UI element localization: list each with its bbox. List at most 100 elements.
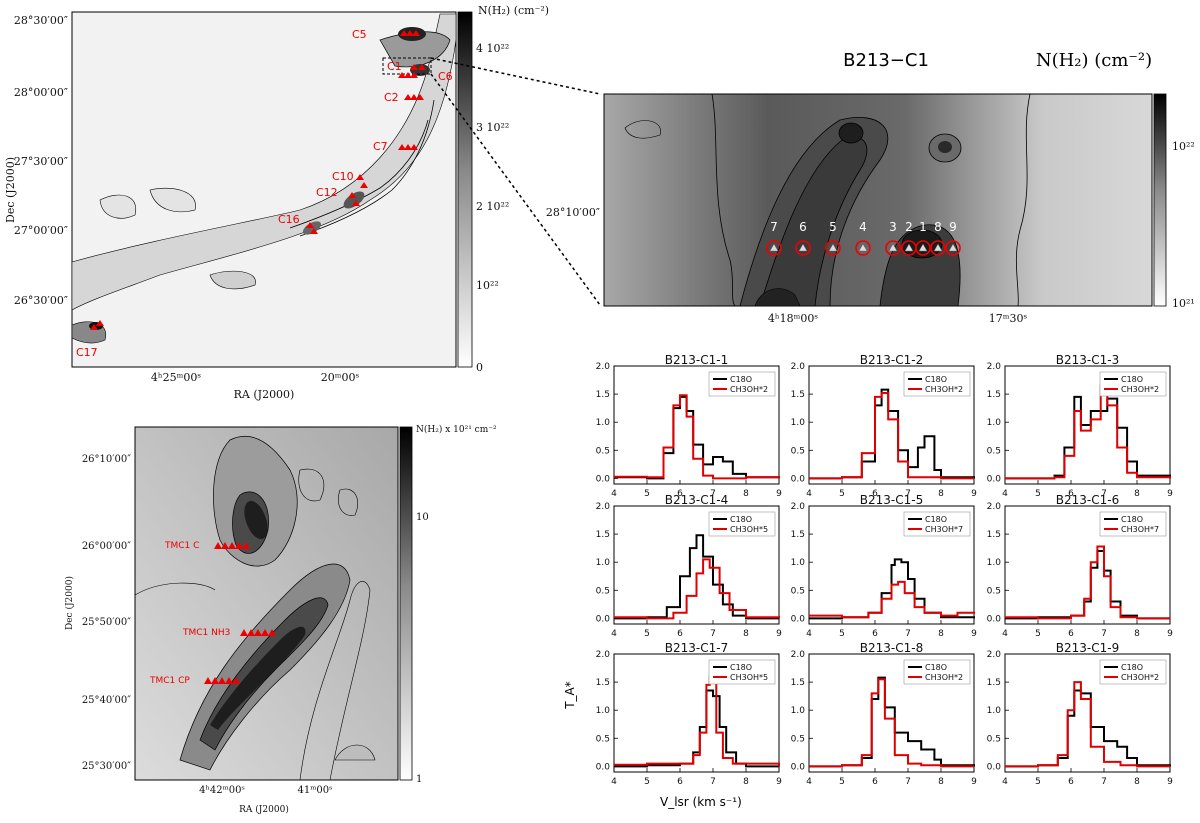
legend-box (903, 659, 971, 685)
y-tick-label: 0.5 (791, 734, 805, 744)
position-marker-1: 1 (915, 220, 931, 256)
x-tick-label: 5 (1035, 629, 1041, 639)
y-tick-label: 1.0 (987, 706, 1002, 716)
panel-a-ylabel: Dec (J2000) (4, 157, 17, 223)
position-marker-5: 5 (825, 220, 841, 256)
position-triangle (828, 243, 838, 252)
y-tick-label: 2.0 (791, 502, 806, 512)
spectra-xlabel: V_lsr (km s⁻¹) (660, 795, 742, 809)
panel-b-cbar-title: N(H₂) (cm⁻²) (1036, 50, 1152, 71)
legend-box (903, 371, 971, 397)
position-triangle (948, 243, 958, 252)
x-tick-label: 8 (938, 489, 944, 499)
panel-c-colorbar (399, 426, 413, 781)
series-line-ch3oh-5 (614, 558, 780, 620)
y-tick-label: 1.0 (987, 418, 1002, 428)
panel-a-cbar-tick: 10²² (476, 279, 499, 292)
panel-c-dec-tick: 26°00′00″ (82, 541, 131, 552)
x-tick-label: 6 (872, 777, 878, 787)
position-label: 4 (859, 220, 867, 234)
y-tick-label: 1.0 (791, 706, 806, 716)
position-label: 6 (799, 220, 807, 234)
spectrum-panel: 0.0 0.5 1.0 1.5 2.0 4 5 6 7 8 9 B213-C1-5C18OCH3OH*… (791, 493, 977, 639)
x-tick-label: 4 (1002, 489, 1008, 499)
x-tick-label: 5 (1035, 777, 1041, 787)
legend-label: C18O (925, 515, 947, 524)
x-tick-label: 6 (872, 489, 878, 499)
position-circle (825, 240, 841, 256)
panel-b-cbar-tick: 10²¹ (1172, 297, 1195, 310)
panel-b-cbar-tick: 10²² (1172, 140, 1195, 153)
x-tick-label: 8 (938, 777, 944, 787)
x-tick-label: 7 (905, 777, 911, 787)
position-triangle (798, 243, 808, 252)
panel-a-dec-tick: 28°30′00″ (14, 14, 68, 27)
x-tick-label: 4 (806, 777, 812, 787)
label-tmc1-nh3: TMC1 NH3 (182, 628, 230, 638)
panel-a-dec-tick: 27°30′00″ (14, 155, 68, 168)
y-tick-label: 0.0 (987, 474, 1002, 484)
position-circle (855, 240, 871, 256)
y-tick-label: 1.5 (791, 678, 805, 688)
x-tick-label: 7 (905, 489, 911, 499)
legend-label: C18O (1121, 375, 1143, 384)
y-tick-label: 2.0 (596, 362, 611, 372)
position-marker-7: 7 (766, 220, 782, 256)
position-label: 8 (934, 220, 942, 234)
x-tick-label: 6 (677, 489, 683, 499)
x-tick-label: 4 (611, 629, 617, 639)
x-tick-label: 4 (1002, 777, 1008, 787)
legend-box (708, 371, 776, 397)
spectrum-title: B213-C1-8 (860, 641, 923, 655)
label-c12: C12 (316, 186, 338, 199)
panel-a-colorbar (457, 11, 473, 368)
y-tick-label: 0.5 (791, 446, 805, 456)
x-tick-label: 7 (710, 489, 716, 499)
spectrum-title: B213-C1-6 (1056, 493, 1119, 507)
panel-a-overview-map: C5 C1 C6 C2 C7 C10 C12 C16 C17 28°30′00″… (4, 4, 549, 401)
legend-label: CH3OH*2 (730, 385, 768, 394)
x-tick-label: 9 (971, 777, 977, 787)
y-tick-label: 0.5 (596, 734, 610, 744)
x-tick-label: 9 (971, 629, 977, 639)
position-marker-3: 3 (885, 220, 901, 256)
panel-a-cbar-tick: 0 (476, 361, 483, 374)
spectrum-title: B213-C1-7 (665, 641, 728, 655)
y-tick-label: 1.5 (596, 390, 610, 400)
panel-c-markers (204, 542, 276, 684)
position-label: 7 (770, 220, 778, 234)
panel-a-dec-tick: 26°30′00″ (14, 294, 68, 307)
y-tick-label: 1.0 (987, 558, 1002, 568)
y-tick-label: 0.0 (791, 614, 806, 624)
spectrum-panel: 0.0 0.5 1.0 1.5 2.0 4 5 6 7 8 9 B213-C1-3C18OCH3OH*… (987, 353, 1173, 499)
y-tick-label: 1.0 (596, 706, 611, 716)
position-marker-4: 4 (855, 220, 871, 256)
panel-c-dec-tick: 25°30′00″ (82, 761, 131, 772)
spectrum-panel: 0.0 0.5 1.0 1.5 2.0 4 5 6 7 8 9 B213-C1-1C18OCH3OH*… (596, 353, 782, 499)
position-label: 9 (949, 220, 957, 234)
x-tick-label: 4 (806, 629, 812, 639)
y-tick-label: 2.0 (791, 362, 806, 372)
spectrum-panel: 0.0 0.5 1.0 1.5 2.0 4 5 6 7 8 9 B213-C1-8C18OCH3OH*… (791, 641, 977, 787)
y-tick-label: 1.0 (791, 558, 806, 568)
x-tick-label: 9 (776, 777, 782, 787)
series-line-ch3oh-2 (809, 678, 974, 768)
legend-label: C18O (730, 375, 752, 384)
legend-box (1099, 659, 1167, 685)
legend-label: C18O (1121, 663, 1143, 672)
label-c6: C6 (438, 70, 453, 83)
panel-b-dec-tick: 28°10′00″ (546, 206, 600, 219)
x-tick-label: 7 (1101, 489, 1107, 499)
panel-a-markers (90, 30, 426, 330)
spectrum-title: B213-C1-3 (1056, 353, 1119, 367)
panel-c-cbar-tick: 10 (416, 512, 429, 523)
spectrum-title: B213-C1-5 (860, 493, 923, 507)
x-tick-label: 8 (743, 777, 749, 787)
x-tick-label: 7 (710, 629, 716, 639)
series-line-ch3oh-7 (1005, 545, 1170, 620)
position-label: 5 (829, 220, 837, 234)
panel-c-cbar-tick: 1 (416, 774, 422, 785)
y-tick-label: 1.5 (596, 678, 610, 688)
y-tick-label: 1.0 (791, 418, 806, 428)
label-tmc1-c: TMC1 C (164, 541, 199, 551)
